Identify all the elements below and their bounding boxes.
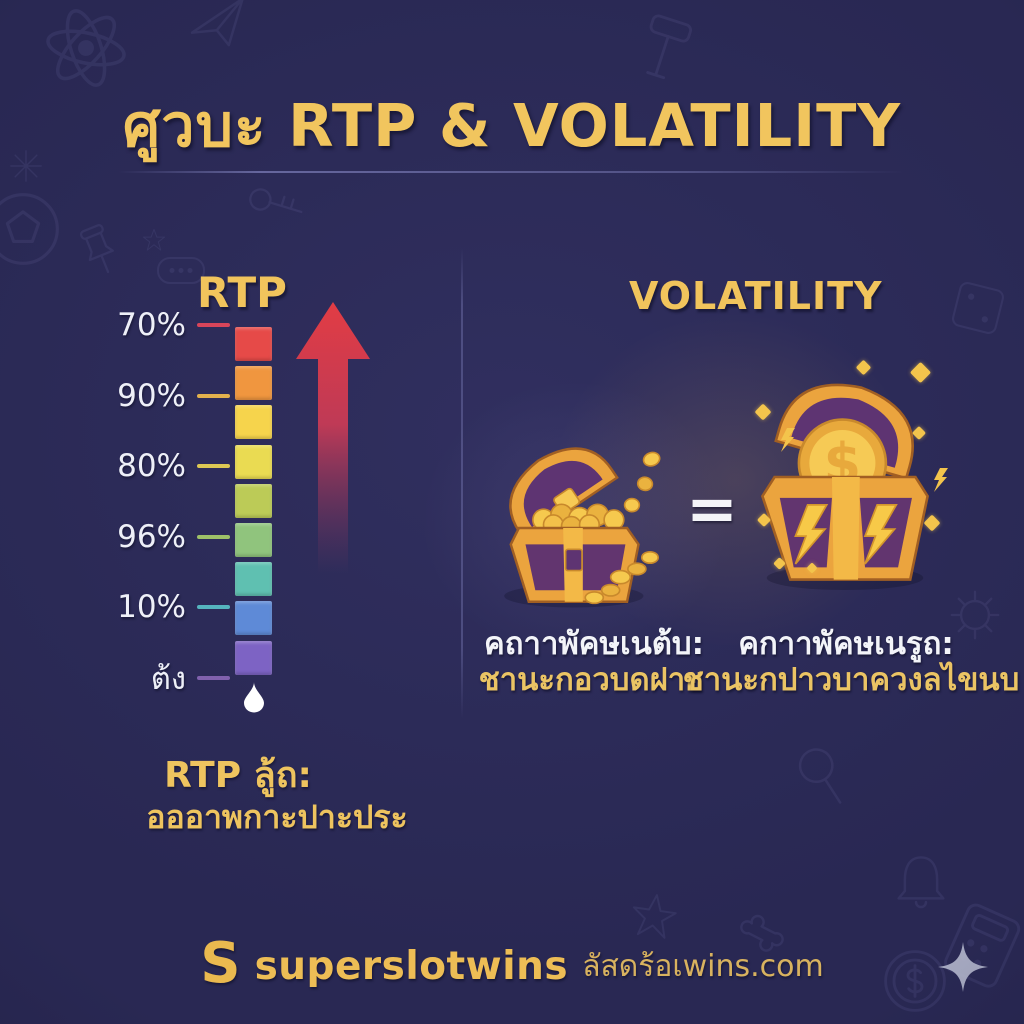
corner-sparkle-icon	[938, 942, 988, 992]
gear-icon	[946, 586, 1004, 644]
rtp-tick-row: ต้ง	[60, 659, 230, 697]
rtp-tick-row: 10%	[60, 588, 230, 626]
droplet-icon	[244, 682, 264, 713]
volatility-heading: VOLATILITY	[629, 274, 883, 318]
brand-logo-icon: S	[200, 931, 241, 996]
lightning-icon	[934, 468, 948, 492]
rtp-tick-row: 96%	[60, 518, 230, 556]
rtp-tick-row: 70%	[60, 306, 230, 344]
rtp-scale	[235, 327, 272, 680]
rtp-tick-label: 96%	[117, 519, 186, 555]
rtp-tick-label: 80%	[117, 448, 186, 484]
pushpin-icon	[63, 214, 137, 291]
rtp-scale-segment	[235, 327, 272, 361]
rtp-tick-mark	[197, 605, 230, 609]
footer: S superslotwins ลัสดร้อเwins.com	[0, 936, 1024, 996]
rtp-scale-segment	[235, 444, 272, 479]
rtp-tick-row: 90%	[60, 377, 230, 415]
rtp-scale-segment	[235, 562, 272, 597]
rtp-scale-segment	[235, 366, 272, 401]
key-icon	[238, 166, 315, 244]
rtp-tick-label: 10%	[117, 589, 186, 625]
page-title: ศูวบะ RTP & VOLATILITY	[122, 91, 902, 160]
star-icon	[142, 228, 166, 252]
rtp-scale-segment	[235, 523, 272, 557]
rtp-tick-row: 80%	[60, 447, 230, 485]
rtp-caption-title: RTP ลู้ถ:	[164, 755, 312, 796]
low-volatility-subtitle: ชานะกอวบดฝาย	[478, 662, 704, 698]
starfish-icon	[627, 889, 681, 943]
hammer-icon	[628, 5, 714, 87]
rtp-tick-mark	[197, 464, 230, 468]
rtp-tick-mark	[197, 535, 230, 539]
rtp-scale-segment	[235, 601, 272, 636]
rtp-tick-label: 70%	[117, 307, 186, 343]
dice-icon	[946, 276, 1009, 339]
rtp-scale-segment	[235, 405, 272, 440]
rtp-tick-label: ต้ง	[150, 661, 186, 697]
rtp-caption-subtitle: อออาพกาะปาะประ	[146, 798, 408, 836]
rtp-heading: RTP	[197, 268, 287, 317]
soccer-ball-icon	[0, 190, 62, 268]
high-volatility-title: คกาาพัคษเนรูถ:	[738, 626, 954, 662]
up-arrow-icon	[296, 302, 370, 574]
rtp-tick-mark	[197, 394, 230, 398]
rtp-tick-label: 90%	[117, 378, 186, 414]
brand-domain: ลัสดร้อเwins.com	[582, 948, 824, 984]
paper-plane-icon	[184, 0, 254, 55]
rtp-tick-mark	[197, 323, 230, 327]
rtp-tick-mark	[197, 676, 230, 680]
bell-icon	[890, 850, 952, 912]
low-volatility-title: คถาาพัคษเนต้บ:	[484, 626, 704, 662]
magnifier-icon	[784, 736, 858, 810]
high-volatility-subtitle: ชานะกปาวบาควงลไขนบ	[682, 662, 1020, 698]
section-divider	[461, 248, 463, 718]
treasure-chest-coins-icon	[504, 447, 661, 608]
rtp-scale-segment	[235, 483, 272, 518]
brand-name: superslotwins	[254, 943, 569, 989]
rtp-scale-segment	[235, 640, 272, 675]
equals-sign: =	[686, 472, 738, 545]
treasure-chest-lightning-icon: $	[760, 383, 929, 591]
title-divider	[118, 171, 906, 173]
lightning-icon	[781, 428, 795, 452]
